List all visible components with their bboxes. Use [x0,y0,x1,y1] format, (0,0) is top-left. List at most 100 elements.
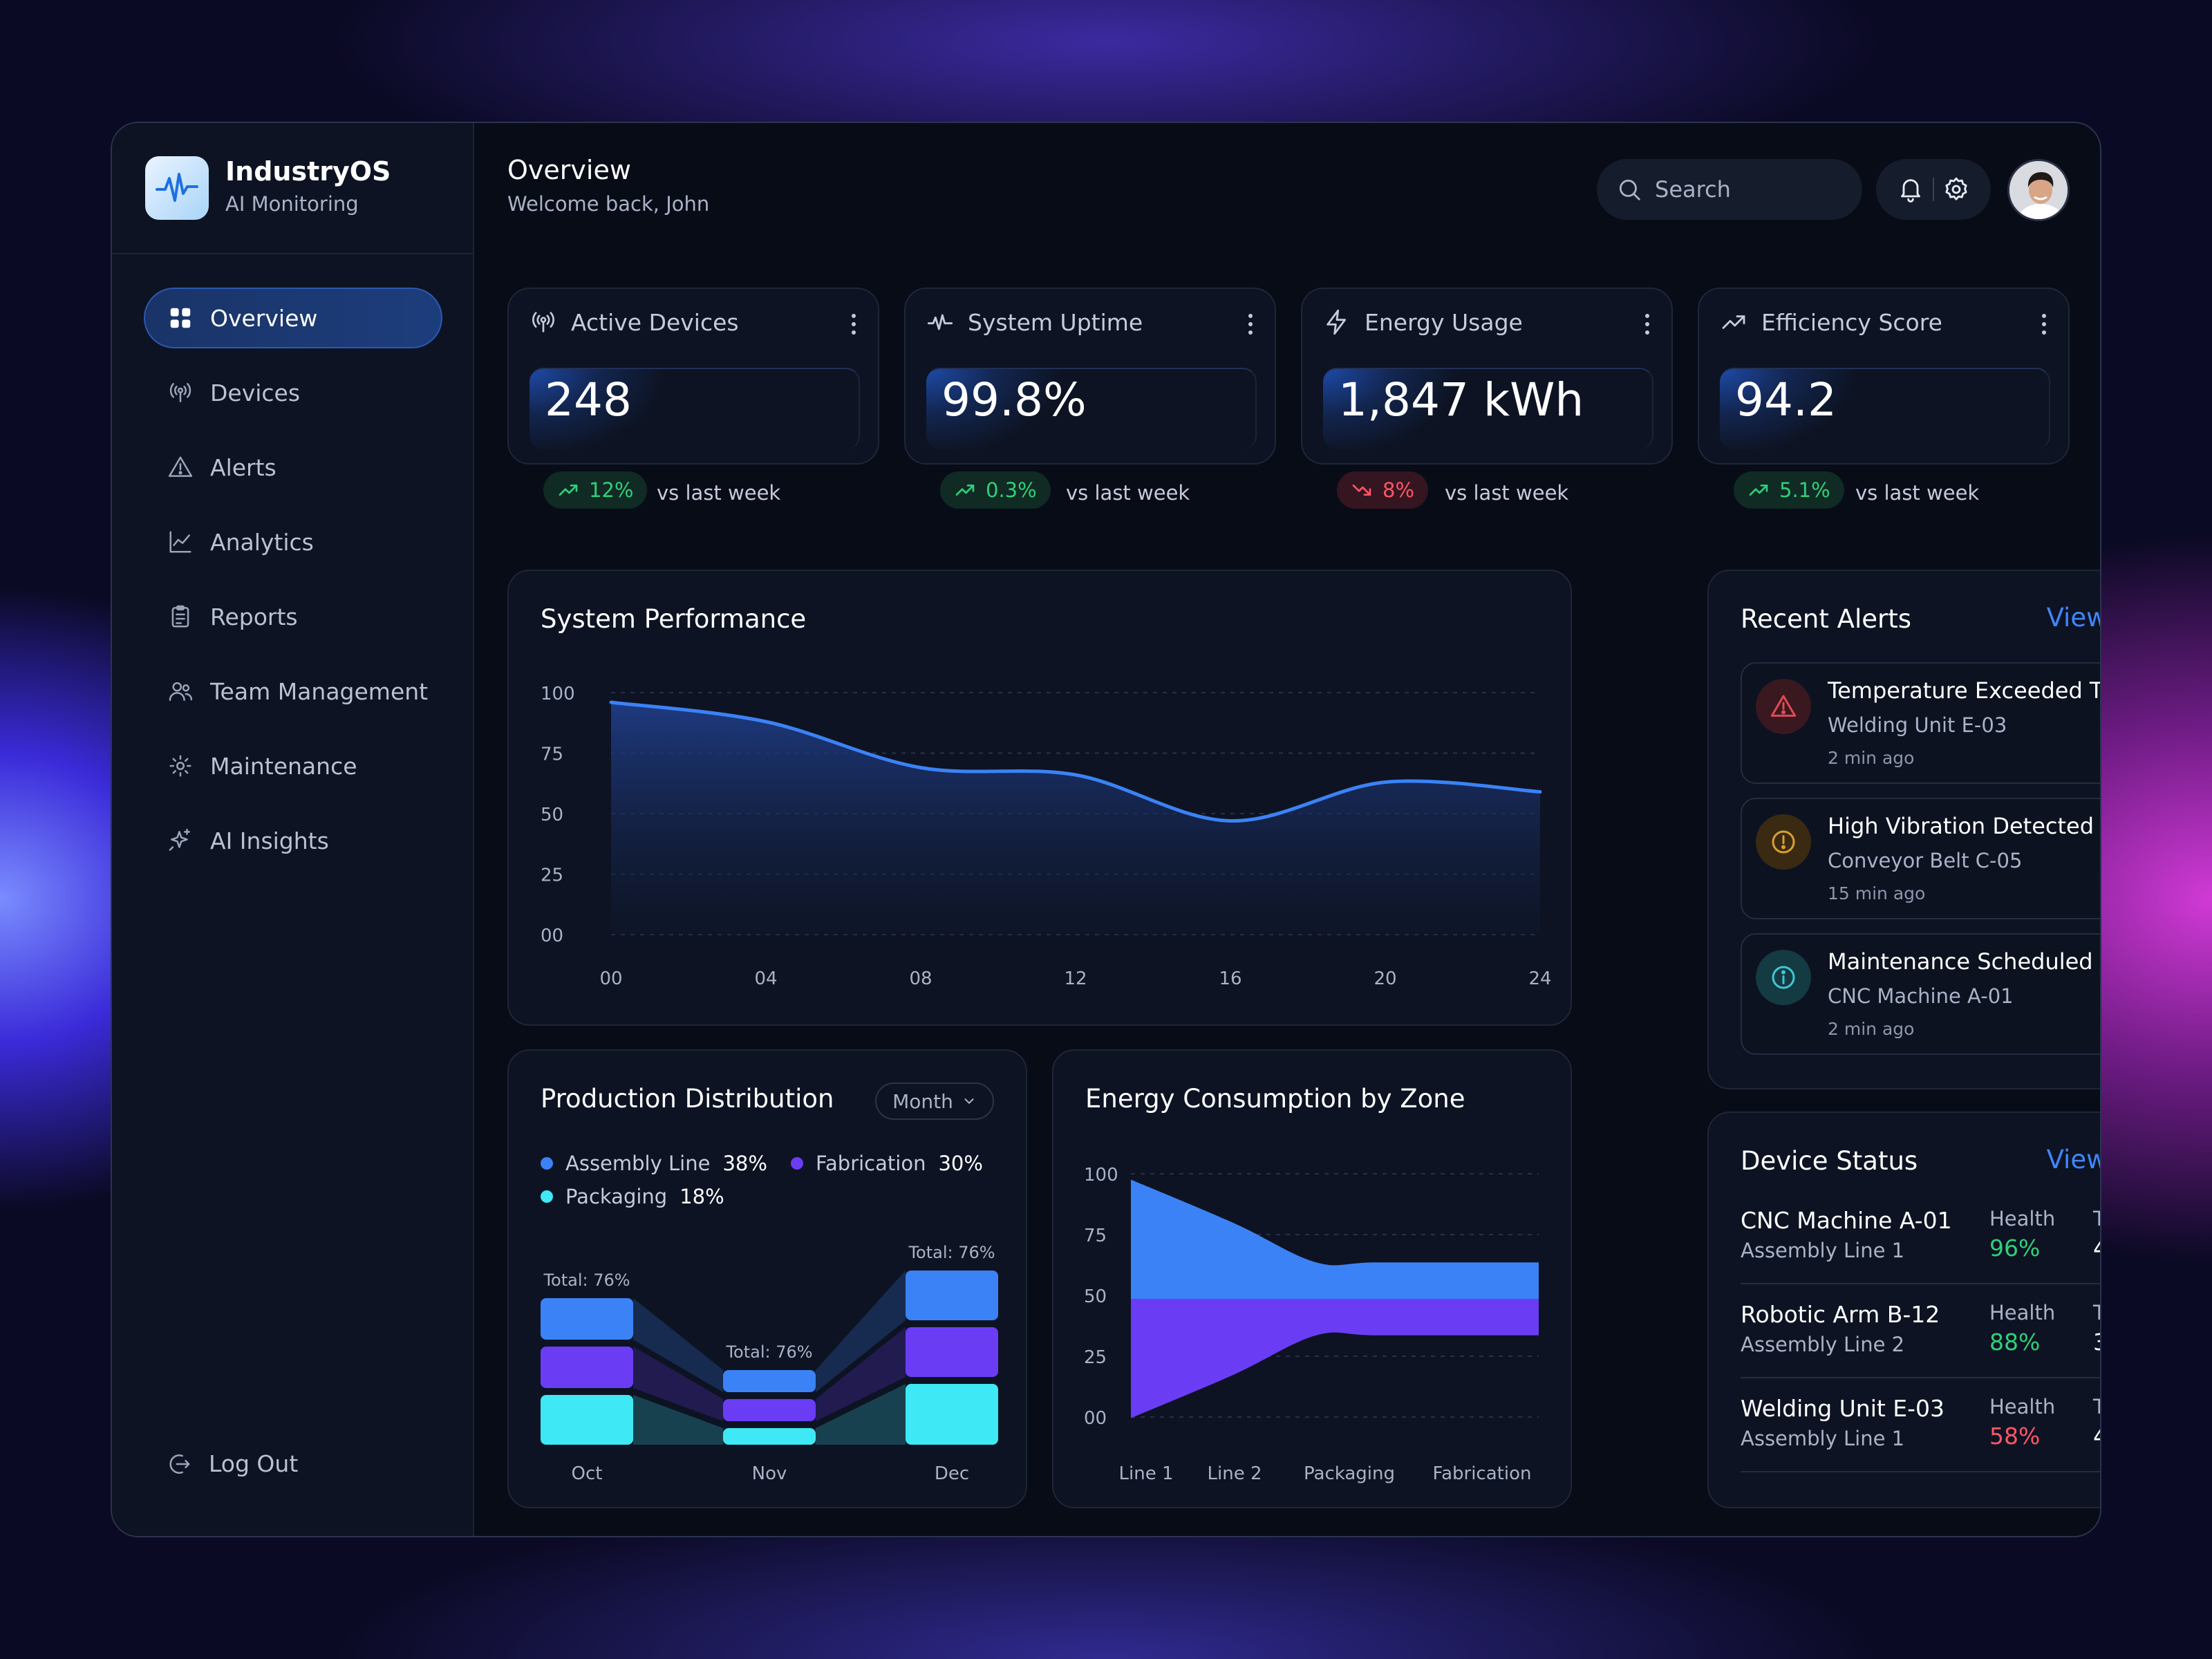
bar-total-label: Total: 76% [908,1243,995,1262]
card-title: Production Distribution [541,1084,834,1114]
device-name: CNC Machine A-01 [1741,1207,1952,1234]
view-all-devices-link[interactable]: View All [2046,1145,2101,1174]
stat-label: System Uptime [968,308,1143,336]
bar-segment [906,1327,998,1377]
trend-badge: 5.1% [1734,471,1844,509]
sidebar-item-label: Analytics [210,528,314,556]
production-distribution-card: Production Distribution Month Assembly L… [507,1049,1027,1508]
compare-label: vs last week [1066,481,1190,505]
gear-icon[interactable] [1942,176,1970,203]
energy-consumption-chart: 100 75 50 25 00 Line 1 Line 2 Packaging Fabricat… [1084,1165,1539,1484]
bar-total-label: Total: 76% [725,1342,812,1362]
device-status-card: Device Status View All CNC Machine A-01 … [1707,1112,2101,1508]
alert-info-icon [1756,950,1811,1005]
legend-dot [541,1157,553,1170]
compare-label: vs last week [1855,481,1980,505]
device-row[interactable]: Welding Unit E-03 Assembly Line 1 Health… [1741,1378,2101,1472]
x-tick-label: Line 1 [1119,1463,1174,1484]
chart-icon [169,531,191,553]
sidebar-item-alerts[interactable]: Alerts [144,437,442,498]
sidebar-item-reports[interactable]: Reports [144,586,442,647]
card-title: Recent Alerts [1741,604,1911,634]
search-input[interactable] [1655,176,1835,203]
sidebar-item-ai-insights[interactable]: AI Insights [144,810,442,871]
device-row[interactable]: CNC Machine A-01 Assembly Line 1 Health … [1741,1190,2100,1284]
more-options-icon[interactable] [850,312,857,336]
logout-icon [169,1454,190,1474]
sidebar-item-analytics[interactable]: Analytics [144,512,442,572]
bar-total-label: Total: 76% [543,1271,630,1290]
flow-connector [633,1298,723,1392]
stat-panel: 99.8% 0.3% vs last week [926,368,1257,509]
stat-panel: 248 12% vs last week [529,368,860,509]
more-options-icon[interactable] [1247,312,1254,336]
header-actions [1876,159,1991,220]
sidebar: IndustryOS AI Monitoring Overview Device… [112,123,474,1536]
sidebar-item-label: Overview [210,304,318,332]
stat-card-efficiency-score: Efficiency Score 94.2 5.1% vs last week [1698,288,2070,509]
search-box[interactable] [1597,159,1862,220]
card-title: System Performance [541,604,807,634]
trend-value: 8% [1382,478,1415,502]
card-title: Device Status [1741,1146,1918,1176]
recent-alerts-card: Recent Alerts View All Temperature Excee… [1707,570,2101,1089]
legend-dot [791,1157,803,1170]
alert-time: 2 min ago [1828,1019,1915,1039]
device-line: Assembly Line 2 [1741,1333,1905,1356]
trend-badge: 12% [543,471,648,509]
trend-up-icon [955,485,975,496]
stat-card-active-devices: Active Devices 248 12% vs last week [507,288,879,509]
y-tick-label: 50 [541,805,563,825]
logout-button[interactable]: Log Out [166,1450,298,1477]
y-tick-label: 25 [541,865,563,886]
sidebar-item-team-management[interactable]: Team Management [144,661,442,722]
alert-item[interactable]: Temperature Exceeded Th... Welding Unit … [1741,662,2100,784]
main-content: Overview Welcome back, John Active Devic… [474,123,2100,1536]
more-options-icon[interactable] [1644,312,1651,336]
chevron-down-icon [964,1098,974,1104]
stat-header: Active Devices [529,308,739,336]
alert-warning-icon [1756,679,1811,734]
x-tick-label: 16 [1219,968,1241,989]
y-tick-label: 25 [1084,1347,1107,1368]
trend-up-icon [1722,315,1745,329]
stat-value: 248 [545,373,632,427]
sidebar-item-overview[interactable]: Overview [144,288,442,348]
x-tick-label: Nov [752,1463,787,1484]
sidebar-item-maintenance[interactable]: Maintenance [144,735,442,796]
x-tick-label: 00 [599,968,622,989]
view-all-alerts-link[interactable]: View All [2046,603,2101,632]
trend-down-icon [1352,485,1371,496]
y-tick-label: 100 [1084,1165,1118,1185]
temp-label: Temp [2093,1395,2101,1418]
x-tick-label: 08 [909,968,932,989]
stat-label: Energy Usage [1365,308,1523,336]
sidebar-item-label: Team Management [210,677,429,705]
avatar[interactable] [2007,159,2070,221]
app-window: IndustryOS AI Monitoring Overview Device… [111,122,2101,1537]
sidebar-item-devices[interactable]: Devices [144,362,442,423]
alert-item[interactable]: High Vibration Detected Conveyor Belt C-… [1741,798,2100,919]
alert-source: Welding Unit E-03 [1828,713,2007,737]
trend-badge: 0.3% [940,471,1051,509]
period-value: Month [892,1089,953,1113]
stat-label: Active Devices [571,308,739,336]
trend-badge: 8% [1337,471,1429,509]
legend-dot [541,1190,553,1203]
bell-icon[interactable] [1897,176,1924,203]
sidebar-item-label: Alerts [210,453,276,481]
x-tick-label: Oct [572,1463,603,1484]
logout-label: Log Out [209,1450,299,1477]
period-dropdown[interactable]: Month [875,1082,994,1120]
temp-value: 38°C [2093,1329,2100,1356]
energy-area-upper [1131,1179,1539,1299]
legend-fabrication: Fabrication 30% [791,1152,983,1175]
antenna-icon [532,312,554,332]
more-options-icon[interactable] [2041,312,2047,336]
x-tick-label: 20 [1374,968,1396,989]
legend-label: Assembly Line [565,1152,711,1175]
device-row[interactable]: Robotic Arm B-12 Assembly Line 2 Health … [1741,1284,2100,1378]
x-tick-label: 12 [1064,968,1087,989]
alert-title: Temperature Exceeded Th... [1828,677,2100,704]
alert-item[interactable]: Maintenance Scheduled CNC Machine A-01 2… [1741,933,2100,1055]
